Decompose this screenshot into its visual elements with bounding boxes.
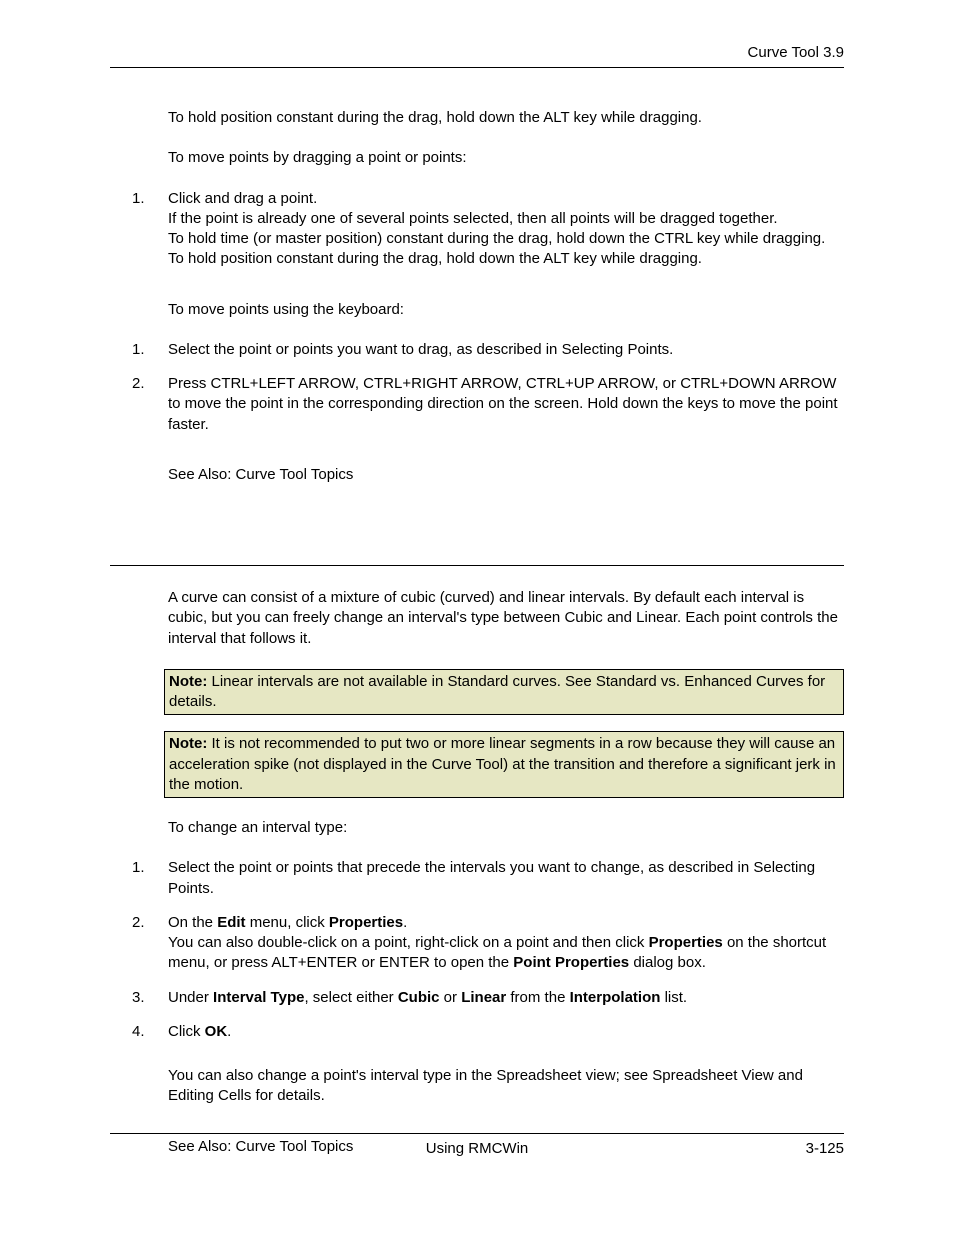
bold-text: Edit: [217, 914, 245, 931]
list-text: Click and drag a point.: [168, 190, 317, 207]
note-label: Note:: [169, 735, 207, 752]
header-right: Curve Tool 3.9: [110, 44, 844, 67]
list-text: Under: [168, 989, 213, 1006]
list-text: To hold position constant during the dra…: [168, 250, 702, 267]
note-text: It is not recommended to put two or more…: [169, 735, 836, 793]
list-item: Click OK.: [132, 1022, 844, 1042]
note-text: Linear intervals are not available in St…: [169, 673, 825, 710]
list-text: Select the point or points you want to d…: [168, 341, 673, 358]
bold-text: Properties: [329, 914, 403, 931]
list-text: .: [403, 914, 407, 931]
list-text: dialog box.: [629, 954, 706, 971]
list-text: Click: [168, 1023, 205, 1040]
list-text: Press CTRL+LEFT ARROW, CTRL+RIGHT ARROW,…: [168, 375, 838, 433]
list-text: If the point is already one of several p…: [168, 210, 778, 227]
list-text: list.: [660, 989, 687, 1006]
bold-text: Interval Type: [213, 989, 304, 1006]
list-keyboard: Select the point or points you want to d…: [132, 340, 844, 435]
bold-text: Cubic: [398, 989, 440, 1006]
para-change-interval-heading: To change an interval type:: [168, 818, 844, 838]
list-text: menu, click: [246, 914, 329, 931]
list-item: Select the point or points you want to d…: [132, 340, 844, 360]
list-change-interval: Select the point or points that precede …: [132, 858, 844, 1042]
para-hold-alt: To hold position constant during the dra…: [168, 108, 844, 128]
para-spreadsheet: You can also change a point's interval t…: [168, 1066, 844, 1107]
section-rule: [110, 565, 844, 566]
bold-text: Point Properties: [513, 954, 629, 971]
list-item: Select the point or points that precede …: [132, 858, 844, 899]
bold-text: Linear: [461, 989, 506, 1006]
list-item: On the Edit menu, click Properties. You …: [132, 913, 844, 974]
list-item: Click and drag a point. If the point is …: [132, 189, 844, 270]
bold-text: OK: [205, 1023, 228, 1040]
bold-text: Properties: [649, 934, 723, 951]
list-text: .: [227, 1023, 231, 1040]
list-item: Under Interval Type, select either Cubic…: [132, 988, 844, 1008]
bold-text: Interpolation: [570, 989, 661, 1006]
note-box-1: Note: Linear intervals are not available…: [164, 669, 844, 716]
list-item: Press CTRL+LEFT ARROW, CTRL+RIGHT ARROW,…: [132, 374, 844, 435]
header-rule: [110, 67, 844, 68]
list-text: You can also double-click on a point, ri…: [168, 934, 649, 951]
list-text: On the: [168, 914, 217, 931]
list-text: To hold time (or master position) consta…: [168, 230, 825, 247]
list-text: , select either: [304, 989, 397, 1006]
para-move-drag-heading: To move points by dragging a point or po…: [168, 148, 844, 168]
footer-right: 3-125: [806, 1140, 844, 1157]
list-text: from the: [506, 989, 569, 1006]
list-text: or: [440, 989, 462, 1006]
list-drag: Click and drag a point. If the point is …: [132, 189, 844, 270]
para-curve-intro: A curve can consist of a mixture of cubi…: [168, 588, 844, 649]
see-also-1: See Also: Curve Tool Topics: [168, 465, 844, 485]
footer-center: Using RMCWin: [426, 1140, 529, 1157]
footer: Using RMCWin 3-125: [110, 1133, 844, 1157]
list-text: Select the point or points that precede …: [168, 859, 815, 896]
note-box-2: Note: It is not recommended to put two o…: [164, 731, 844, 798]
para-move-keyboard-heading: To move points using the keyboard:: [168, 300, 844, 320]
note-label: Note:: [169, 673, 207, 690]
page: Curve Tool 3.9 To hold position constant…: [0, 0, 954, 1235]
